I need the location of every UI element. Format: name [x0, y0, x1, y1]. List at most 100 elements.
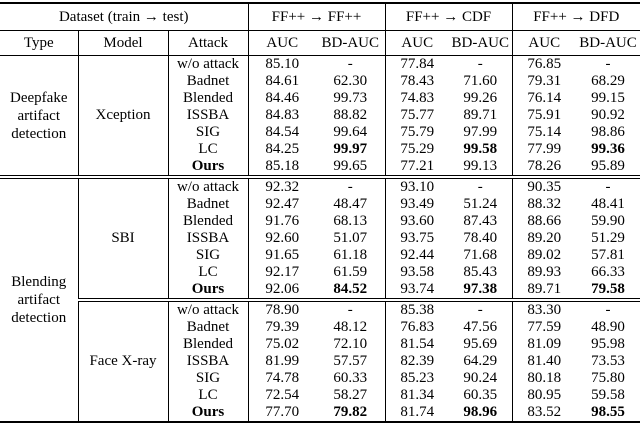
table-row: Blended 84.46 99.73 74.83 99.26 76.14 99.15 [0, 90, 640, 107]
value-cell: 99.26 [449, 90, 513, 107]
value-cell: 93.58 [400, 264, 435, 280]
value-cell: 72.54 [265, 387, 300, 403]
value-cell: - [316, 298, 386, 319]
value-cell: 89.20 [527, 230, 562, 246]
table-row: Ours 77.70 79.82 81.74 98.96 83.52 98.55 [0, 404, 640, 422]
attack-cell: Ours [168, 281, 249, 300]
value-cell: 64.29 [449, 353, 513, 370]
value-cell: - [576, 175, 640, 196]
value-cell: 84.25 [265, 141, 300, 157]
value-cell: 91.76 [265, 213, 300, 229]
value-cell: 75.29 [400, 141, 435, 157]
attack-cell: Blended [168, 213, 249, 230]
value-cell: 95.69 [449, 336, 513, 353]
header-row-datasets: Dataset (train → test) FF++ → FF++ FF++ … [0, 3, 640, 31]
table-row: SIG 84.54 99.64 75.79 97.99 75.14 98.86 [0, 124, 640, 141]
value-cell: 85.43 [449, 264, 513, 281]
attack-cell: ISSBA [168, 230, 249, 247]
attack-cell: Blended [168, 90, 249, 107]
value-cell: 99.13 [449, 158, 513, 177]
value-cell: 93.75 [400, 230, 435, 246]
table-row: ISSBA 92.60 51.07 93.75 78.40 89.20 51.29 [0, 230, 640, 247]
value-cell: 48.12 [316, 319, 386, 336]
col-header-auc-cdf: AUC [385, 30, 449, 56]
value-cell: 90.35 [512, 175, 577, 196]
value-cell: 93.49 [400, 196, 435, 212]
value-cell: 89.93 [527, 264, 562, 280]
value-cell: 98.96 [449, 404, 513, 422]
value-cell: 77.59 [527, 319, 562, 335]
value-cell: 62.30 [316, 73, 386, 90]
table-row: Ours 85.18 99.65 77.21 99.13 78.26 95.89 [0, 158, 640, 177]
value-cell: 85.10 [265, 56, 300, 72]
value-cell: 57.81 [591, 247, 625, 263]
value-cell: 79.82 [316, 404, 386, 422]
table-row: SIG 74.78 60.33 85.23 90.24 80.18 75.80 [0, 370, 640, 387]
col-header-auc-ffpp: AUC [248, 30, 316, 56]
value-cell: 59.90 [591, 213, 625, 229]
value-cell: 75.02 [265, 336, 300, 352]
value-cell: 92.47 [265, 196, 300, 212]
value-cell: 83.30 [512, 298, 577, 319]
value-cell: 68.29 [591, 73, 625, 89]
value-cell: 75.91 [527, 107, 562, 123]
value-cell: 85.38 [385, 298, 449, 319]
value-cell: 68.13 [316, 213, 386, 230]
value-cell: 99.64 [316, 124, 386, 141]
value-cell: 51.29 [591, 230, 625, 246]
attack-cell: SIG [168, 124, 249, 141]
table-row: Deepfake artifact detection Xception w/o a… [0, 55, 640, 177]
value-cell: 77.99 [527, 141, 562, 157]
table-row: Ours 92.06 84.52 93.74 97.38 89.71 79.58 [0, 281, 640, 300]
value-cell: 81.34 [400, 387, 435, 403]
value-cell: 79.58 [591, 281, 625, 297]
col-header-bdauc-ffpp: BD-AUC [316, 30, 386, 56]
value-cell: 84.46 [265, 90, 300, 106]
value-cell: 79.39 [265, 319, 300, 335]
attack-cell: SIG [168, 247, 249, 264]
table-row: ISSBA 84.83 88.82 75.77 89.71 75.91 90.92 [0, 107, 640, 124]
header-row-columns: Type Model Attack AUC BD-AUC AUC BD-AUC … [0, 30, 640, 56]
value-cell: 92.17 [265, 264, 300, 280]
attack-cell: w/o attack [168, 55, 249, 73]
value-cell: 81.99 [265, 353, 300, 369]
value-cell: - [316, 175, 386, 196]
table-row: Badnet 92.47 48.47 93.49 51.24 88.32 48.41 [0, 196, 640, 213]
value-cell: 98.86 [591, 124, 625, 140]
value-cell: 60.33 [316, 370, 386, 387]
value-cell: 76.14 [527, 90, 562, 106]
value-cell: 66.33 [591, 264, 625, 280]
value-cell: - [605, 56, 611, 72]
value-cell: 74.83 [400, 90, 435, 106]
value-cell: 81.74 [400, 404, 435, 420]
table-row: LC 84.25 99.97 75.29 99.58 77.99 99.36 [0, 141, 640, 158]
value-cell: 92.06 [265, 281, 300, 297]
group-header-ffpp: FF++ → FF++ [248, 3, 386, 31]
model-cell: Face X-ray [78, 298, 169, 422]
value-cell: 75.79 [400, 124, 435, 140]
value-cell: 88.32 [527, 196, 562, 212]
attack-cell: w/o attack [168, 298, 249, 319]
value-cell: 51.24 [449, 196, 513, 213]
value-cell: 91.65 [265, 247, 300, 263]
value-cell: 76.85 [527, 56, 562, 72]
attack-cell: LC [168, 264, 249, 281]
value-cell: 98.55 [591, 404, 625, 420]
value-cell: 85.23 [400, 370, 435, 386]
value-cell: 88.66 [527, 213, 562, 229]
value-cell: 85.18 [265, 158, 300, 174]
value-cell: 93.74 [400, 281, 435, 297]
value-cell: 48.47 [316, 196, 386, 213]
table-row: Face X-ray w/o attack 78.90-85.38-83.30- [0, 298, 640, 422]
value-cell: 57.57 [316, 353, 386, 370]
value-cell: - [449, 175, 513, 196]
value-cell: 99.15 [591, 90, 625, 106]
value-cell: 78.43 [400, 73, 435, 89]
value-cell: 90.92 [591, 107, 625, 123]
table-row: LC 92.17 61.59 93.58 85.43 89.93 66.33 [0, 264, 640, 281]
value-cell: - [449, 298, 513, 319]
value-cell: 48.41 [591, 196, 625, 212]
value-cell: 78.40 [449, 230, 513, 247]
dataset-header-cell: Dataset (train → test) [0, 3, 249, 31]
value-cell: 75.77 [400, 107, 435, 123]
